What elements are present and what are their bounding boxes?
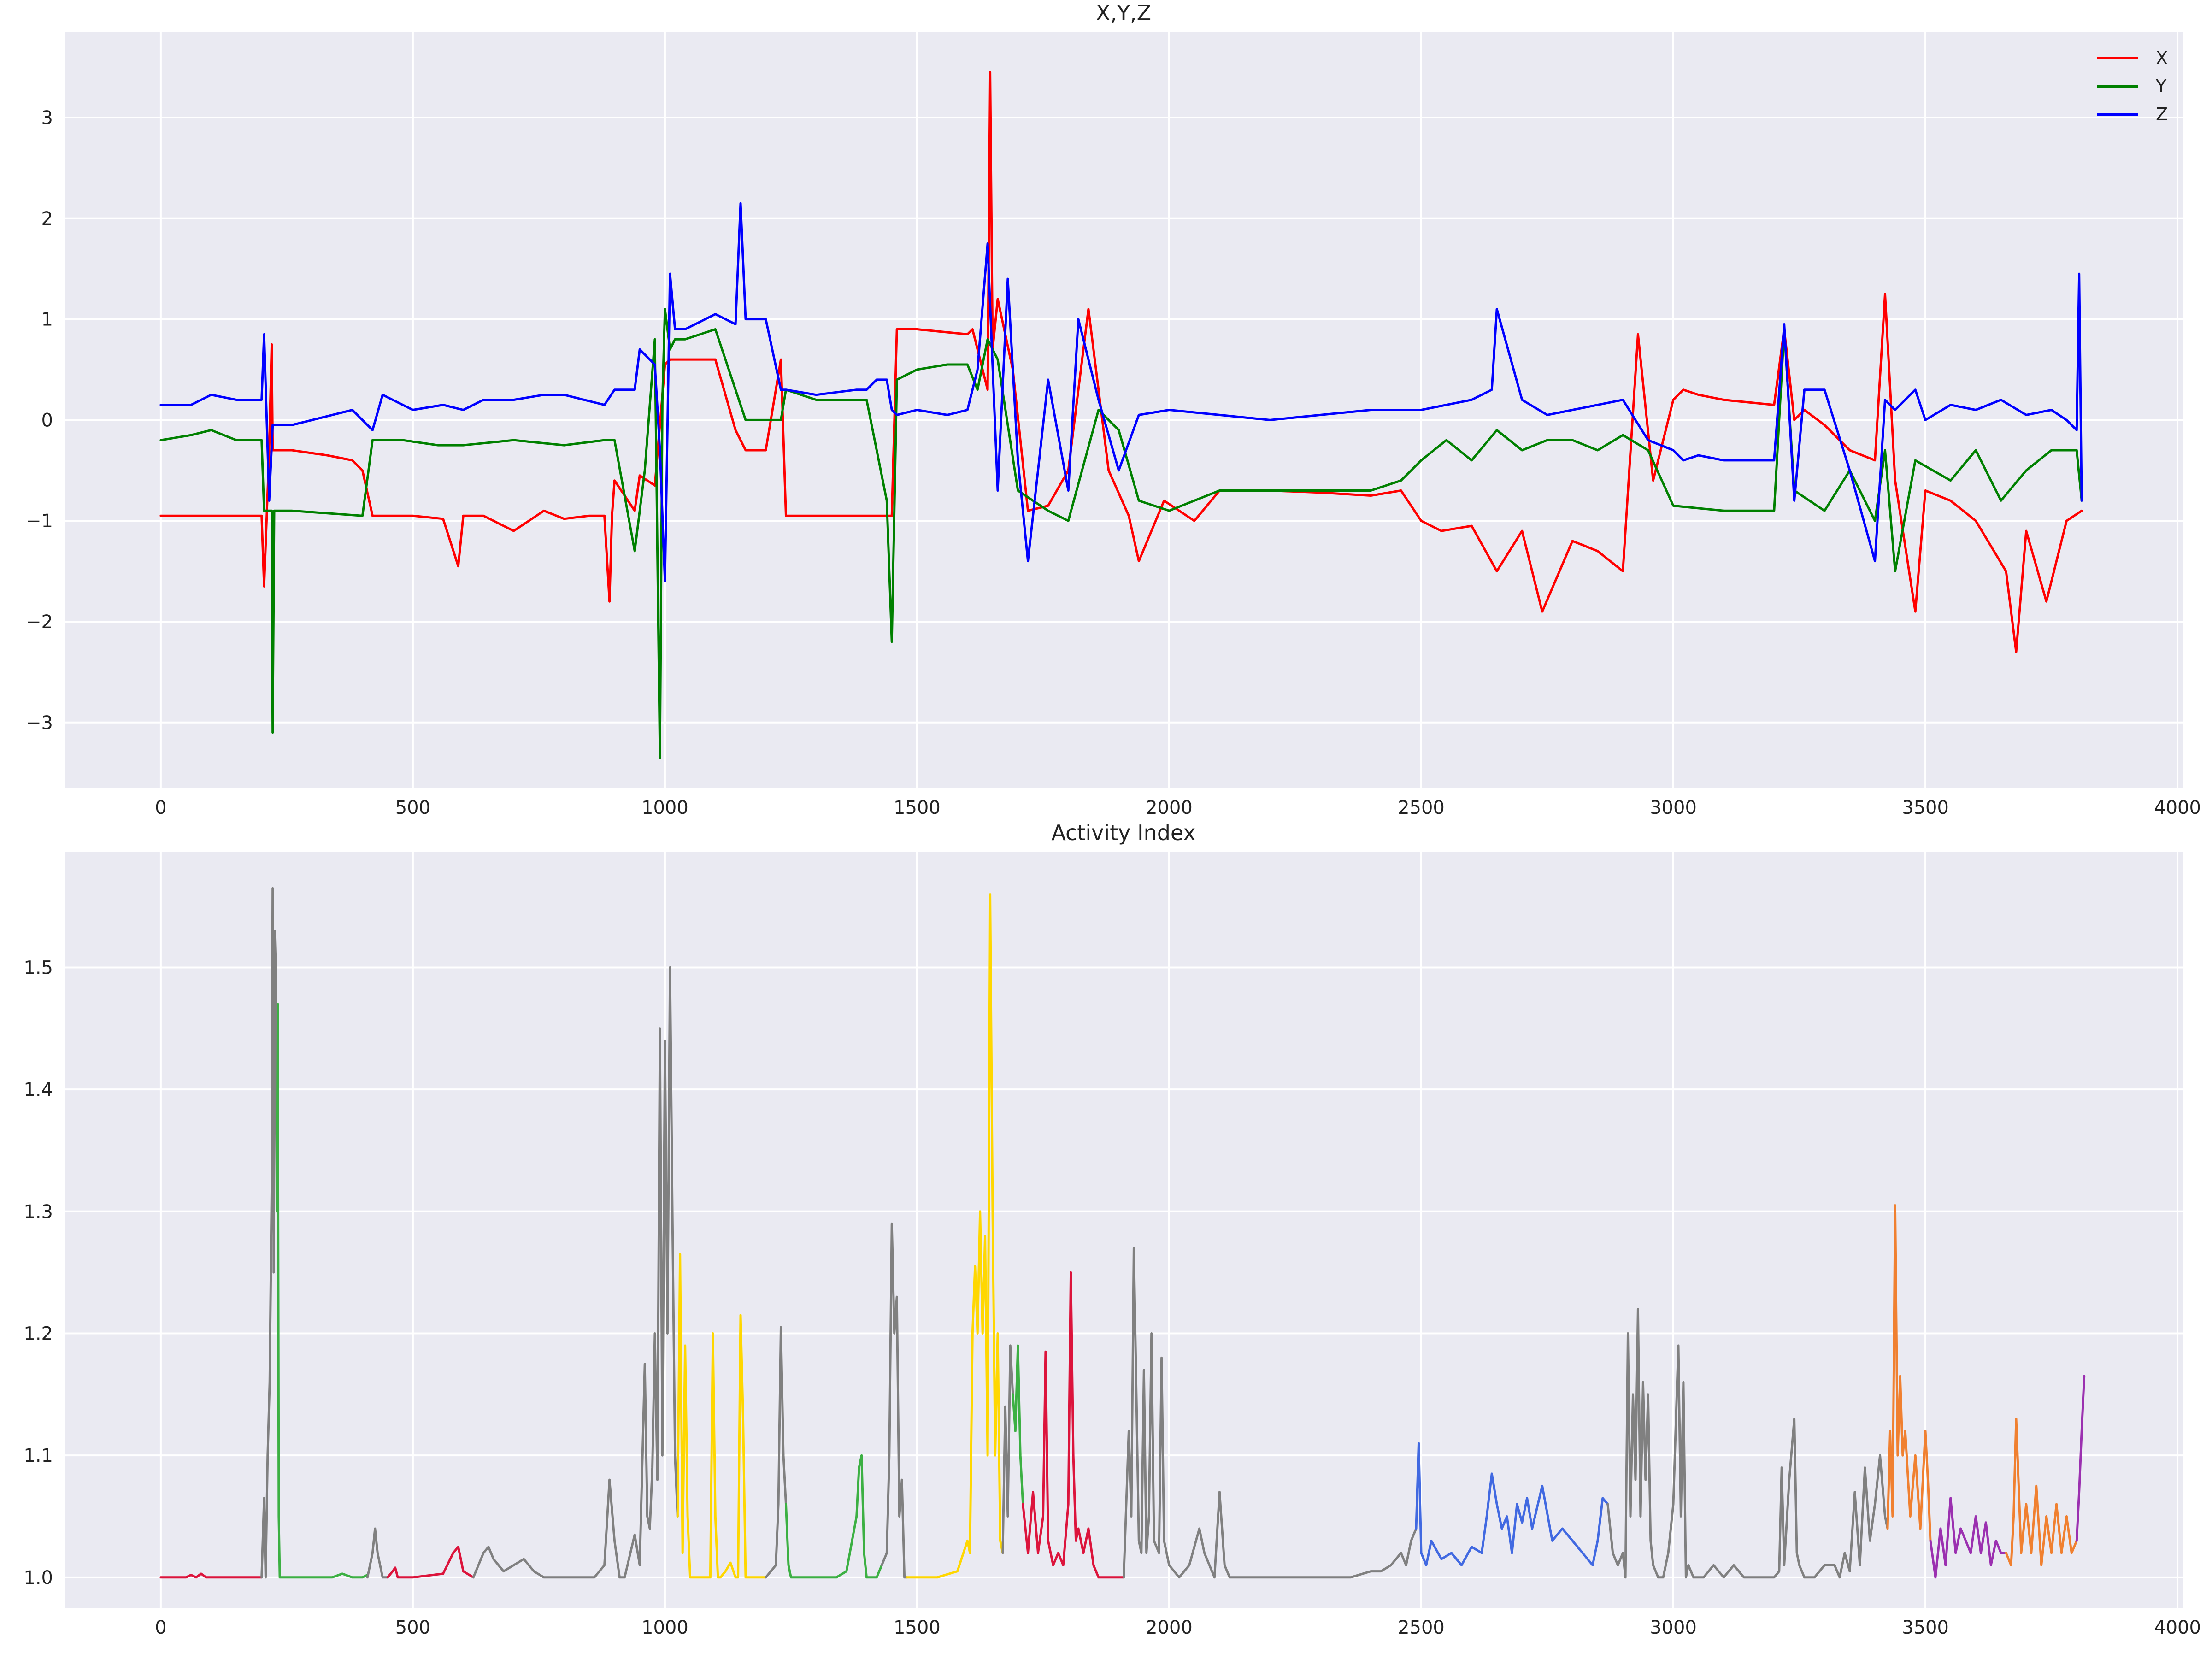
activity-y-tick-label: 1.3 (24, 1201, 53, 1223)
activity-segment-21 (2075, 1375, 2086, 1542)
activity-x-tick-label: 500 (395, 1617, 430, 1638)
xyz-y-tick-label: −1 (26, 511, 53, 532)
activity-segment-12 (1001, 1344, 1014, 1554)
activity-segment-15 (1123, 1247, 1418, 1579)
activity-x-tick-label: 1000 (641, 1617, 688, 1638)
activity-y-tick-label: 1.2 (24, 1323, 53, 1344)
activity-lines (159, 887, 2086, 1579)
xyz-x-ticks: 0 500 1000 1500 2000 2500 3000 3500 4000 (155, 797, 2201, 818)
xyz-lines (159, 71, 2083, 759)
activity-x-tick-label: 1500 (894, 1617, 941, 1638)
activity-x-tick-label: 4000 (2154, 1617, 2201, 1638)
activity-y-tick-label: 1.5 (24, 957, 53, 978)
xyz-x-tick-label: 2000 (1146, 797, 1193, 818)
activity-x-tick-label: 0 (155, 1617, 166, 1638)
activity-y-tick-label: 1.0 (24, 1567, 53, 1588)
activity-segment-9 (785, 1454, 883, 1579)
activity-segment-4 (366, 1527, 389, 1579)
xyz-y-ticks: −3 −2 −1 0 1 2 3 (26, 107, 53, 734)
xyz-chart: 0 500 1000 1500 2000 2500 3000 3500 4000 −3 −2 −1 0… (26, 0, 2201, 818)
xyz-x-tick-label: 4000 (2154, 797, 2201, 818)
activity-segment-1 (159, 1572, 263, 1579)
xyz-x-tick-label: 3000 (1650, 797, 1697, 818)
xyz-legend: XYZ (2097, 48, 2168, 124)
xyz-x-tick-label: 500 (395, 797, 430, 818)
xyz-x-tick-label: 0 (155, 797, 166, 818)
xyz-y-tick-label: −2 (26, 612, 53, 633)
activity-segment-18 (1886, 1204, 1932, 1542)
activity-segment-14 (1022, 1271, 1125, 1579)
xyz-x-tick-label: 1000 (641, 797, 688, 818)
activity-x-tick-label: 3500 (1902, 1617, 1949, 1638)
activity-x-tick-label: 3000 (1650, 1617, 1697, 1638)
activity-x-tick-label: 2000 (1146, 1617, 1193, 1638)
series-x-line (159, 71, 2083, 653)
activity-segment-11 (906, 893, 1004, 1579)
activity-segment-10 (880, 1222, 908, 1579)
legend-label-y: Y (2155, 76, 2167, 96)
activity-segment-13 (1012, 1344, 1024, 1506)
activity-segment-20 (2005, 1418, 2078, 1566)
activity-y-tick-label: 1.4 (24, 1079, 53, 1100)
xyz-y-tick-label: 0 (41, 410, 53, 431)
xyz-plot-area (65, 32, 2183, 788)
activity-segment-6 (472, 966, 679, 1579)
activity-segment-8 (765, 1326, 787, 1579)
xyz-y-tick-label: 1 (41, 309, 53, 330)
activity-y-tick-label: 1.1 (24, 1445, 53, 1466)
activity-x-tick-label: 2500 (1398, 1617, 1445, 1638)
xyz-chart-title: X,Y,Z (1096, 0, 1151, 25)
xyz-x-tick-label: 3500 (1902, 797, 1949, 818)
legend-label-x: X (2156, 48, 2168, 68)
activity-x-ticks: 0 500 1000 1500 2000 2500 3000 3500 4000 (155, 1617, 2201, 1638)
xyz-y-tick-label: 2 (41, 208, 53, 229)
activity-segment-3 (276, 1003, 369, 1579)
activity-chart-title: Activity Index (1051, 820, 1195, 845)
xyz-x-tick-label: 2500 (1398, 797, 1445, 818)
activity-segment-16 (1415, 1442, 1609, 1566)
activity-plot-area (65, 852, 2183, 1608)
xyz-grid (65, 32, 2183, 788)
series-z-line (159, 202, 2083, 582)
activity-segment-2 (260, 887, 278, 1579)
activity-segment-17 (1606, 1308, 1889, 1579)
activity-segment-19 (1929, 1497, 2007, 1579)
activity-segment-5 (386, 1546, 475, 1579)
activity-chart: 0 500 1000 1500 2000 2500 3000 3500 4000 1.01.11… (24, 820, 2201, 1638)
xyz-x-tick-label: 1500 (894, 797, 941, 818)
activity-y-ticks: 1.0 1.1 1.2 1.3 1.4 1.5 (24, 957, 53, 1588)
xyz-y-tick-label: −3 (26, 712, 53, 734)
activity-segment-7 (676, 1253, 767, 1579)
legend-label-z: Z (2156, 104, 2168, 124)
xyz-y-tick-label: 3 (41, 107, 53, 129)
